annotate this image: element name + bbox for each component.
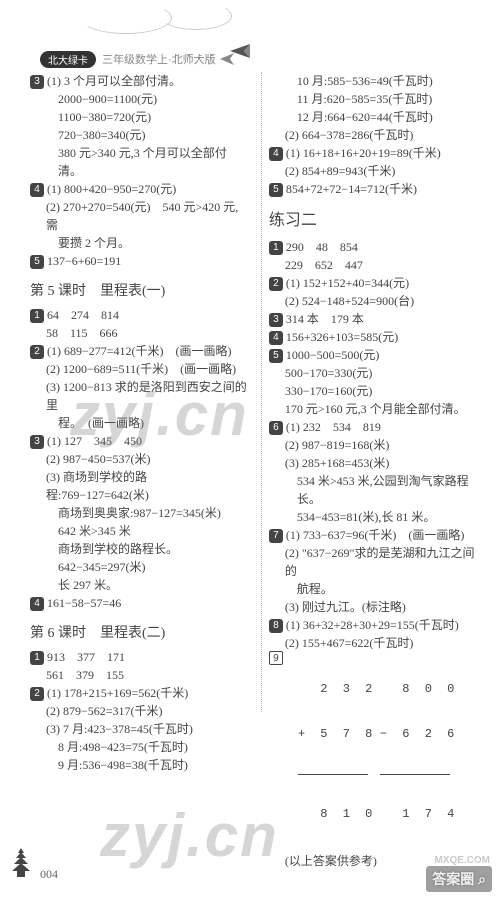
text: (3) 7 月:423−378=45(千瓦时)	[30, 720, 249, 738]
text: (2) 270+270=540(元) 540 元>420 元,需	[30, 198, 249, 234]
text: (1) 178+215+169=562(千米)	[47, 686, 188, 700]
text: 12 月:664−620=44(千瓦时)	[269, 108, 480, 126]
text: (1) 3 个月可以全部付清。	[47, 74, 181, 88]
text: (2) 1200−689=511(千米) (画一画略)	[30, 360, 249, 378]
text: (1) 733−637=96(千米) (画一画略)	[286, 528, 465, 542]
text: (1) 36+32+28+30+29=155(千瓦时)	[286, 618, 459, 632]
text: (3) 刚过九江。(标注略)	[269, 598, 480, 616]
marker-1: 1	[269, 241, 283, 255]
text: (3) 285+168=453(米)	[269, 454, 480, 472]
column-divider	[261, 72, 263, 712]
marker-8: 8	[269, 619, 283, 633]
text: (2) 524−148+524=900(台)	[269, 292, 480, 310]
text: (1) 800+420−950=270(元)	[47, 182, 176, 196]
text: (1) 16+18+16+20+19=89(千米)	[286, 146, 441, 160]
section-5-title: 第 5 课时 里程表(一)	[30, 280, 249, 300]
header: - - - - 北大绿卡 三年级数学上·北师大版	[30, 10, 480, 72]
columns: 3(1) 3 个月可以全部付清。 2000−900=1100(元) 1100−3…	[30, 72, 480, 870]
marker-3: 3	[269, 313, 283, 327]
marker-9: 9	[269, 651, 283, 665]
practice-2-title: 练习二	[269, 206, 480, 230]
text: 642 米>345 米	[30, 522, 249, 540]
pagoda-icon	[10, 848, 32, 882]
text: 要攒 2 个月。	[30, 234, 249, 252]
text: (3) 1200−813 求的是洛阳到西安之间的里	[30, 378, 249, 414]
text: 航程。	[269, 580, 480, 598]
text: 380 元>340 元,3 个月可以全部付清。	[30, 144, 249, 180]
marker-3: 3	[30, 435, 44, 449]
text: 1000−500=500(元)	[286, 348, 380, 362]
text: 程。 (画一画略)	[30, 414, 249, 432]
text: (1) 127 345 450	[47, 434, 142, 448]
text: (2) "637−269"求的是芜湖和九江之间的	[269, 544, 480, 580]
marker-5: 5	[269, 349, 283, 363]
marker-6: 6	[269, 421, 283, 435]
page-number: 004	[40, 867, 58, 882]
long-addition-a: 2 3 2 + 5 7 8 8 1 0	[298, 652, 368, 852]
marker-5: 5	[30, 255, 44, 269]
text: (2) 155+467=622(千瓦时)	[269, 634, 480, 652]
text: 229 652 447	[269, 256, 480, 274]
text: (2) 664−378=286(千瓦时)	[269, 126, 480, 144]
text: 854+72+72−14=712(千米)	[286, 182, 417, 196]
text: 8 月:498−423=75(千瓦时)	[30, 738, 249, 756]
text: 913 377 171	[47, 650, 125, 664]
text: (2) 987−450=537(米)	[30, 450, 249, 468]
book-title: 三年级数学上·北师大版	[102, 51, 216, 67]
section-6-title: 第 6 课时 里程表(二)	[30, 622, 249, 642]
text: 161−58−57=46	[47, 596, 121, 610]
text: 64 274 814	[47, 308, 119, 322]
text: 11 月:620−585=35(千瓦时)	[269, 90, 480, 108]
marker-5: 5	[269, 183, 283, 197]
text: 商场到奥奥家:987−127=345(米)	[30, 504, 249, 522]
text: 长 297 米。	[30, 576, 249, 594]
text: 561 379 155	[30, 666, 249, 684]
marker-2: 2	[30, 345, 44, 359]
text: 290 48 854	[286, 240, 358, 254]
text: 58 115 666	[30, 324, 249, 342]
right-column: 10 月:585−536=49(千瓦时) 11 月:620−585=35(千瓦时…	[261, 72, 480, 870]
book-tag: 北大绿卡 三年级数学上·北师大版	[40, 50, 234, 68]
long-subtraction-b: 8 0 0 − 6 2 6 1 7 4	[380, 652, 450, 852]
text: 642−345=297(米)	[30, 558, 249, 576]
text: 534 米>453 米,公园到淘气家路程长。	[269, 472, 480, 508]
text: (2) 854+89=943(千米)	[269, 162, 480, 180]
marker-4: 4	[269, 331, 283, 345]
text: 170 元>160 元,3 个月能全部付清。	[269, 400, 480, 418]
series-pill: 北大绿卡	[40, 51, 96, 68]
text: (1) 232 534 819	[286, 420, 381, 434]
marker-4: 4	[269, 147, 283, 161]
marker-4: 4	[30, 183, 44, 197]
marker-4: 4	[30, 597, 44, 611]
text: 156+326+103=585(元)	[286, 330, 398, 344]
text: (1) 152+152+40=344(元)	[286, 276, 409, 290]
marker-2: 2	[30, 687, 44, 701]
text: 137−6+60=191	[47, 254, 121, 268]
text: 500−170=330(元)	[269, 364, 480, 382]
text: 720−380=340(元)	[30, 126, 249, 144]
text: 商场到学校的路程长。	[30, 540, 249, 558]
marker-1: 1	[30, 309, 44, 323]
left-column: 3(1) 3 个月可以全部付清。 2000−900=1100(元) 1100−3…	[30, 72, 249, 870]
text: 314 本 179 本	[286, 312, 364, 326]
marker-1: 1	[30, 651, 44, 665]
marker-7: 7	[269, 529, 283, 543]
marker-2: 2	[269, 277, 283, 291]
page: - - - - 北大绿卡 三年级数学上·北师大版 3(1) 3 个月可以全部付清…	[0, 0, 500, 900]
text: 2000−900=1100(元)	[30, 90, 249, 108]
text: (2) 879−562=317(千米)	[30, 702, 249, 720]
text: (3) 商场到学校的路程:769−127=642(米)	[30, 468, 249, 504]
text: 9 月:536−498=38(千瓦时)	[30, 756, 249, 774]
text: 10 月:585−536=49(千瓦时)	[269, 72, 480, 90]
text: 534−453=81(米),长 81 米。	[269, 508, 480, 526]
text: (2) 987−819=168(米)	[269, 436, 480, 454]
text: 1100−380=720(元)	[30, 108, 249, 126]
answers-note: (以上答案供参考)	[269, 852, 480, 870]
text: 330−170=160(元)	[269, 382, 480, 400]
marker-3: 3	[30, 75, 44, 89]
text: (1) 689−277=412(千米) (画一画略)	[47, 344, 232, 358]
